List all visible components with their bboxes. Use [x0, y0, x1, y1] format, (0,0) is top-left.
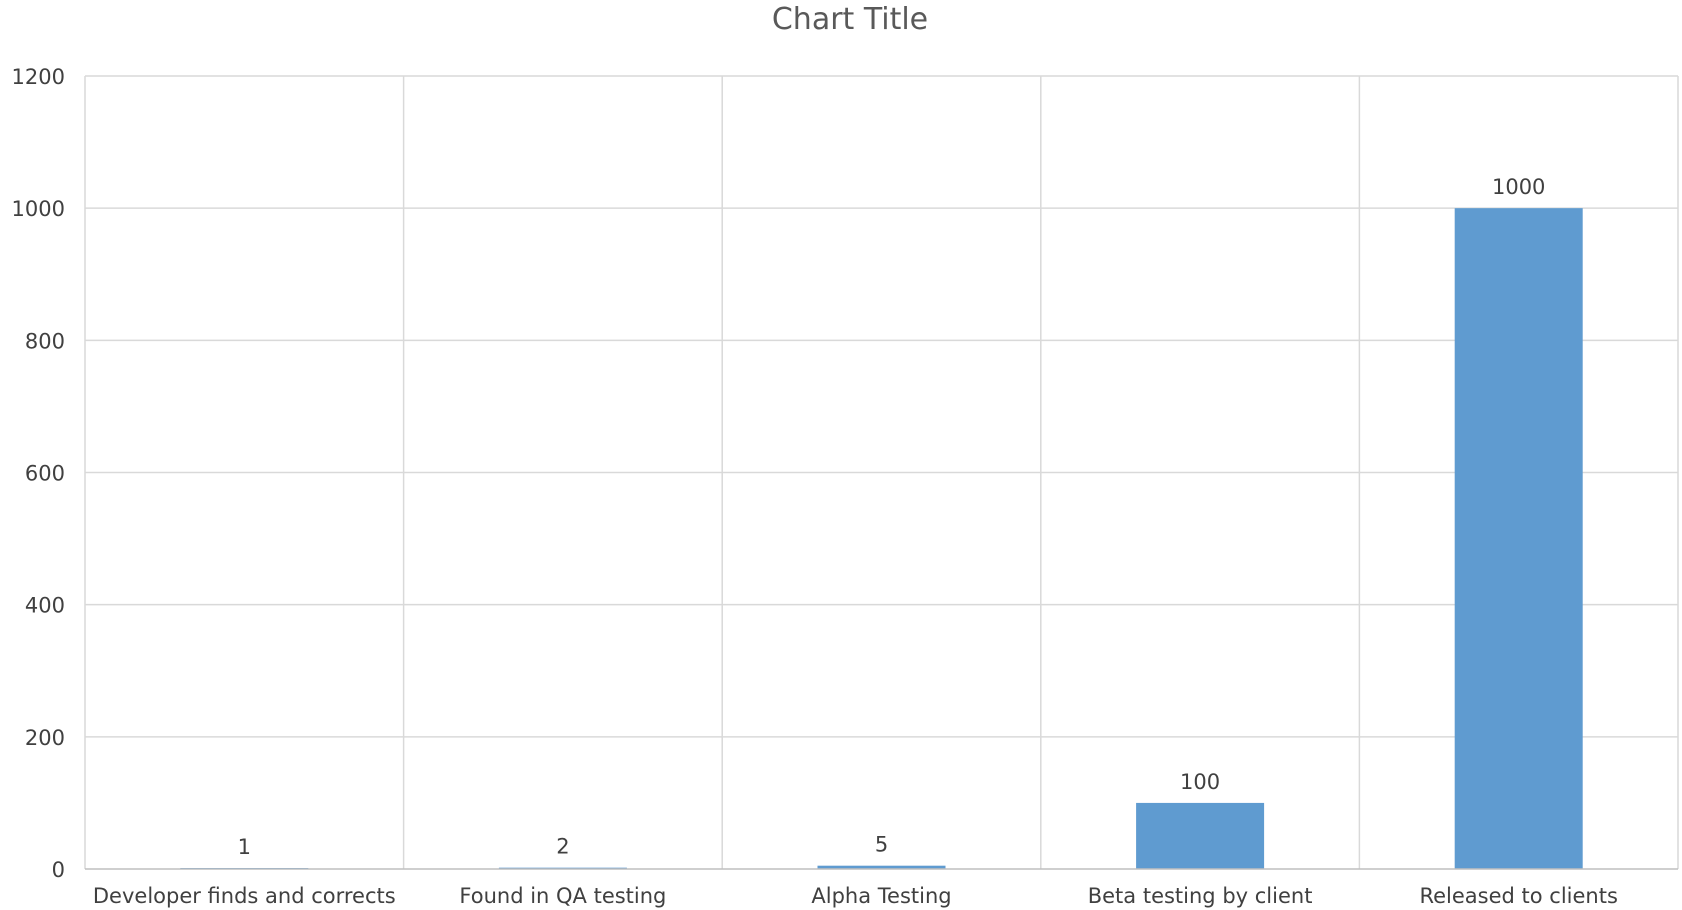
y-tick-label: 400	[25, 594, 65, 618]
y-tick-label: 600	[25, 462, 65, 486]
gridlines	[84, 75, 1679, 869]
y-tick-label: 1000	[12, 197, 65, 221]
data-label: 5	[875, 833, 888, 857]
chart-title: Chart Title	[771, 2, 929, 37]
x-tick-label: Alpha Testing	[811, 884, 951, 908]
axes: 0 200 400 600 800 1000 1200 Developer finds and…	[12, 65, 1678, 908]
x-tick-label: Found in QA testing	[459, 884, 666, 908]
y-tick-label: 0	[52, 858, 65, 882]
bar	[1136, 802, 1265, 869]
x-tick-label: Developer finds and corrects	[93, 884, 396, 908]
data-label: 2	[556, 835, 569, 859]
bars	[180, 208, 1583, 869]
data-label: 1000	[1492, 175, 1545, 199]
x-tick-label: Released to clients	[1419, 884, 1617, 908]
data-label: 1	[238, 835, 251, 859]
data-label: 100	[1180, 770, 1220, 794]
y-tick-label: 1200	[12, 65, 65, 89]
bar	[817, 865, 946, 869]
y-tick-label: 800	[25, 329, 65, 353]
x-tick-label: Beta testing by client	[1088, 884, 1313, 908]
y-tick-label: 200	[25, 726, 65, 750]
data-labels: 1 2 5 100 1000	[238, 175, 1546, 859]
bar	[1454, 208, 1583, 869]
